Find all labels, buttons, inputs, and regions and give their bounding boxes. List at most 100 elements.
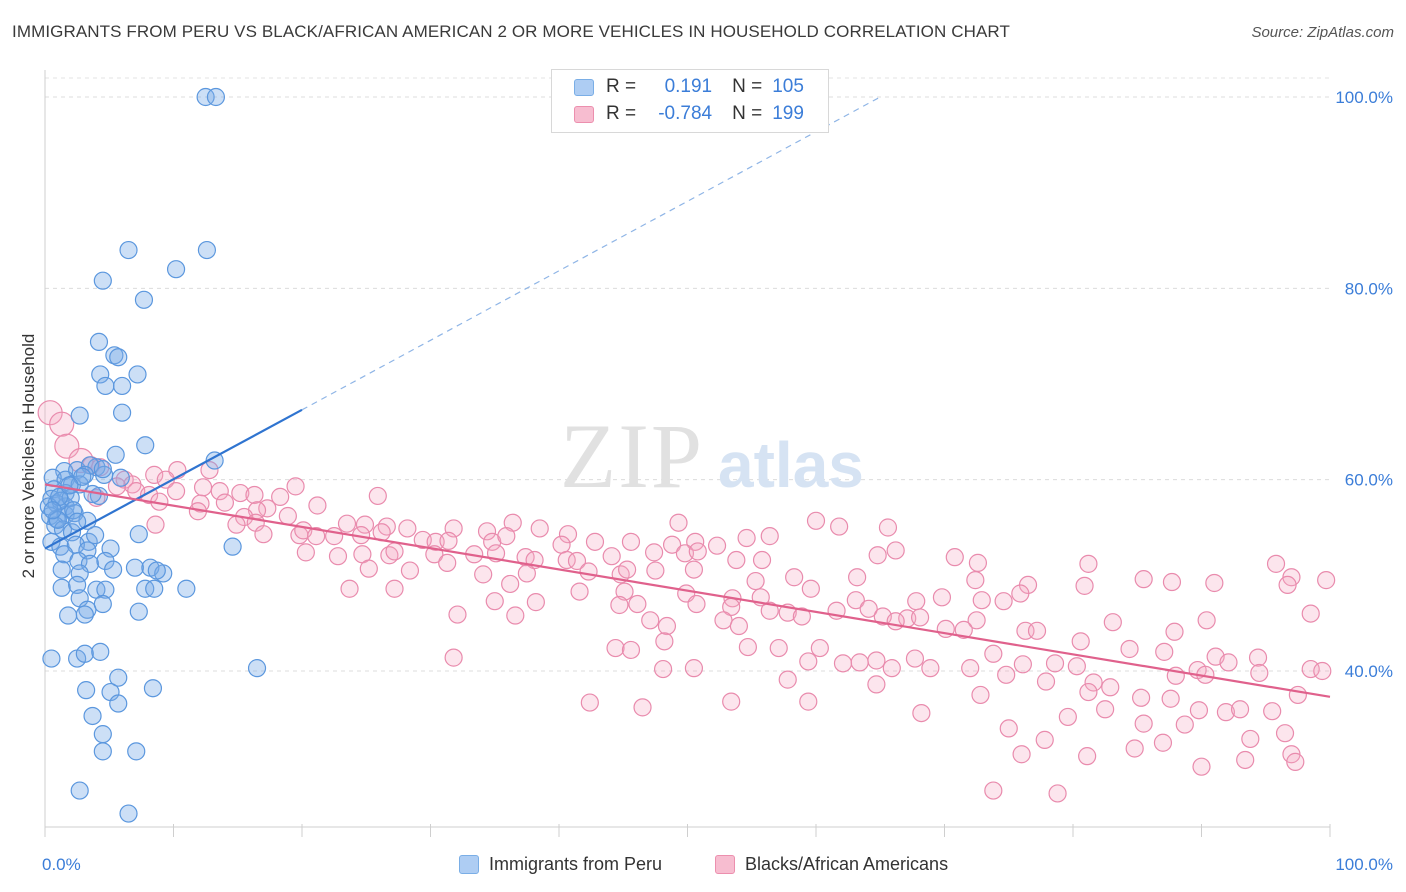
blacks-point	[307, 527, 326, 546]
watermark: ZIP atlas	[560, 405, 864, 507]
peru-point	[128, 365, 147, 384]
blacks-point	[1250, 663, 1269, 683]
legend-swatch-blacks	[574, 105, 594, 123]
blacks-point	[439, 531, 458, 550]
peru-point	[125, 558, 145, 577]
blacks-point	[621, 532, 641, 551]
blacks-point	[1101, 678, 1120, 697]
legend-n-label: N =	[732, 76, 763, 97]
blacks-point	[1048, 784, 1067, 803]
legend-swatch-peru	[574, 78, 594, 96]
blacks-point	[806, 511, 826, 530]
peru-point	[70, 564, 89, 583]
blacks-point	[867, 651, 886, 670]
legend-row-peru: R = 0.191 N = 105	[574, 74, 804, 100]
blacks-point	[662, 535, 682, 554]
blacks-point	[646, 561, 665, 580]
peru-point	[93, 594, 112, 614]
blacks-point	[606, 638, 625, 658]
blacks-point	[1153, 733, 1173, 752]
blacks-point	[1071, 632, 1090, 651]
blacks-point	[1317, 571, 1336, 590]
peru-point	[68, 575, 87, 595]
blacks-point	[785, 568, 804, 587]
blacks-point	[506, 606, 525, 625]
peru-point	[78, 541, 97, 560]
series-blacks-points	[37, 400, 1336, 803]
blacks-point	[1161, 689, 1180, 708]
blacks-point	[810, 638, 829, 658]
peru-point	[91, 365, 110, 384]
peru-point	[134, 290, 154, 309]
blacks-point	[905, 649, 925, 668]
peru-point	[59, 606, 78, 625]
peru-point	[93, 271, 112, 290]
blacks-point	[799, 692, 818, 711]
peru-point	[197, 240, 217, 260]
peru-point	[145, 579, 164, 598]
blacks-point	[1134, 570, 1153, 589]
blacks-point	[1175, 715, 1194, 734]
peru-point	[119, 804, 138, 823]
blacks-point	[684, 560, 704, 579]
blacks-point	[641, 611, 660, 630]
peru-point	[247, 659, 267, 678]
source-label: Source: ZipAtlas.com	[1251, 24, 1394, 41]
blacks-point	[1275, 724, 1295, 743]
series-peru-points	[39, 87, 267, 823]
bottom-legend-blacks: Blacks/African Americans	[715, 852, 948, 876]
blacks-point	[1132, 688, 1151, 707]
blacks-point	[833, 654, 853, 673]
blacks-point	[850, 653, 869, 672]
axes	[44, 70, 1331, 837]
blacks-point	[830, 517, 849, 536]
blacks-point	[1313, 661, 1332, 681]
watermark-atlas: atlas	[718, 429, 864, 501]
x-tick-label: 0.0%	[42, 855, 81, 874]
peru-point	[89, 332, 109, 352]
blacks-point	[1286, 752, 1305, 771]
blacks-point	[107, 477, 127, 496]
legend-r-value-peru: 0.191	[664, 76, 713, 97]
blacks-point	[444, 648, 463, 667]
blacks-point	[967, 611, 986, 630]
legend-n-value-peru: 105	[772, 76, 804, 97]
peru-point	[111, 468, 130, 487]
peru-point	[42, 532, 61, 551]
blacks-point	[231, 483, 250, 503]
blacks-point	[972, 591, 991, 610]
blacks-point	[846, 591, 865, 610]
blacks-point	[1103, 613, 1122, 632]
peru-point	[196, 87, 215, 107]
peru-point	[109, 694, 128, 713]
peru-point	[91, 642, 110, 661]
blacks-point	[400, 561, 420, 580]
blacks-point	[882, 659, 901, 678]
blacks-point	[655, 632, 674, 651]
peru-point	[48, 510, 67, 529]
blacks-point	[867, 675, 886, 694]
peru-point	[143, 679, 163, 698]
y-tick-label: 60.0%	[1345, 471, 1393, 490]
blacks-point	[1263, 702, 1282, 721]
peru-point	[52, 560, 71, 579]
blacks-point	[517, 564, 536, 583]
blacks-point	[868, 546, 887, 565]
trend-lines	[44, 96, 1331, 698]
peru-point	[64, 501, 83, 520]
blacks-point	[278, 506, 297, 526]
blacks-point	[644, 543, 664, 562]
chart-title: IMMIGRANTS FROM PERU VS BLACK/AFRICAN AM…	[12, 22, 1010, 41]
peru-point	[75, 644, 94, 663]
blacks-point	[760, 601, 779, 620]
blacks-point	[49, 411, 75, 437]
blacks-point	[746, 571, 765, 591]
blacks-point	[215, 493, 234, 512]
blacks-point	[558, 525, 578, 544]
blacks-point	[727, 550, 746, 570]
blacks-point	[910, 608, 930, 627]
y-tick-label: 40.0%	[1345, 662, 1393, 681]
blacks-point	[308, 496, 327, 515]
blacks-point	[968, 553, 988, 572]
peru-point	[136, 436, 155, 455]
